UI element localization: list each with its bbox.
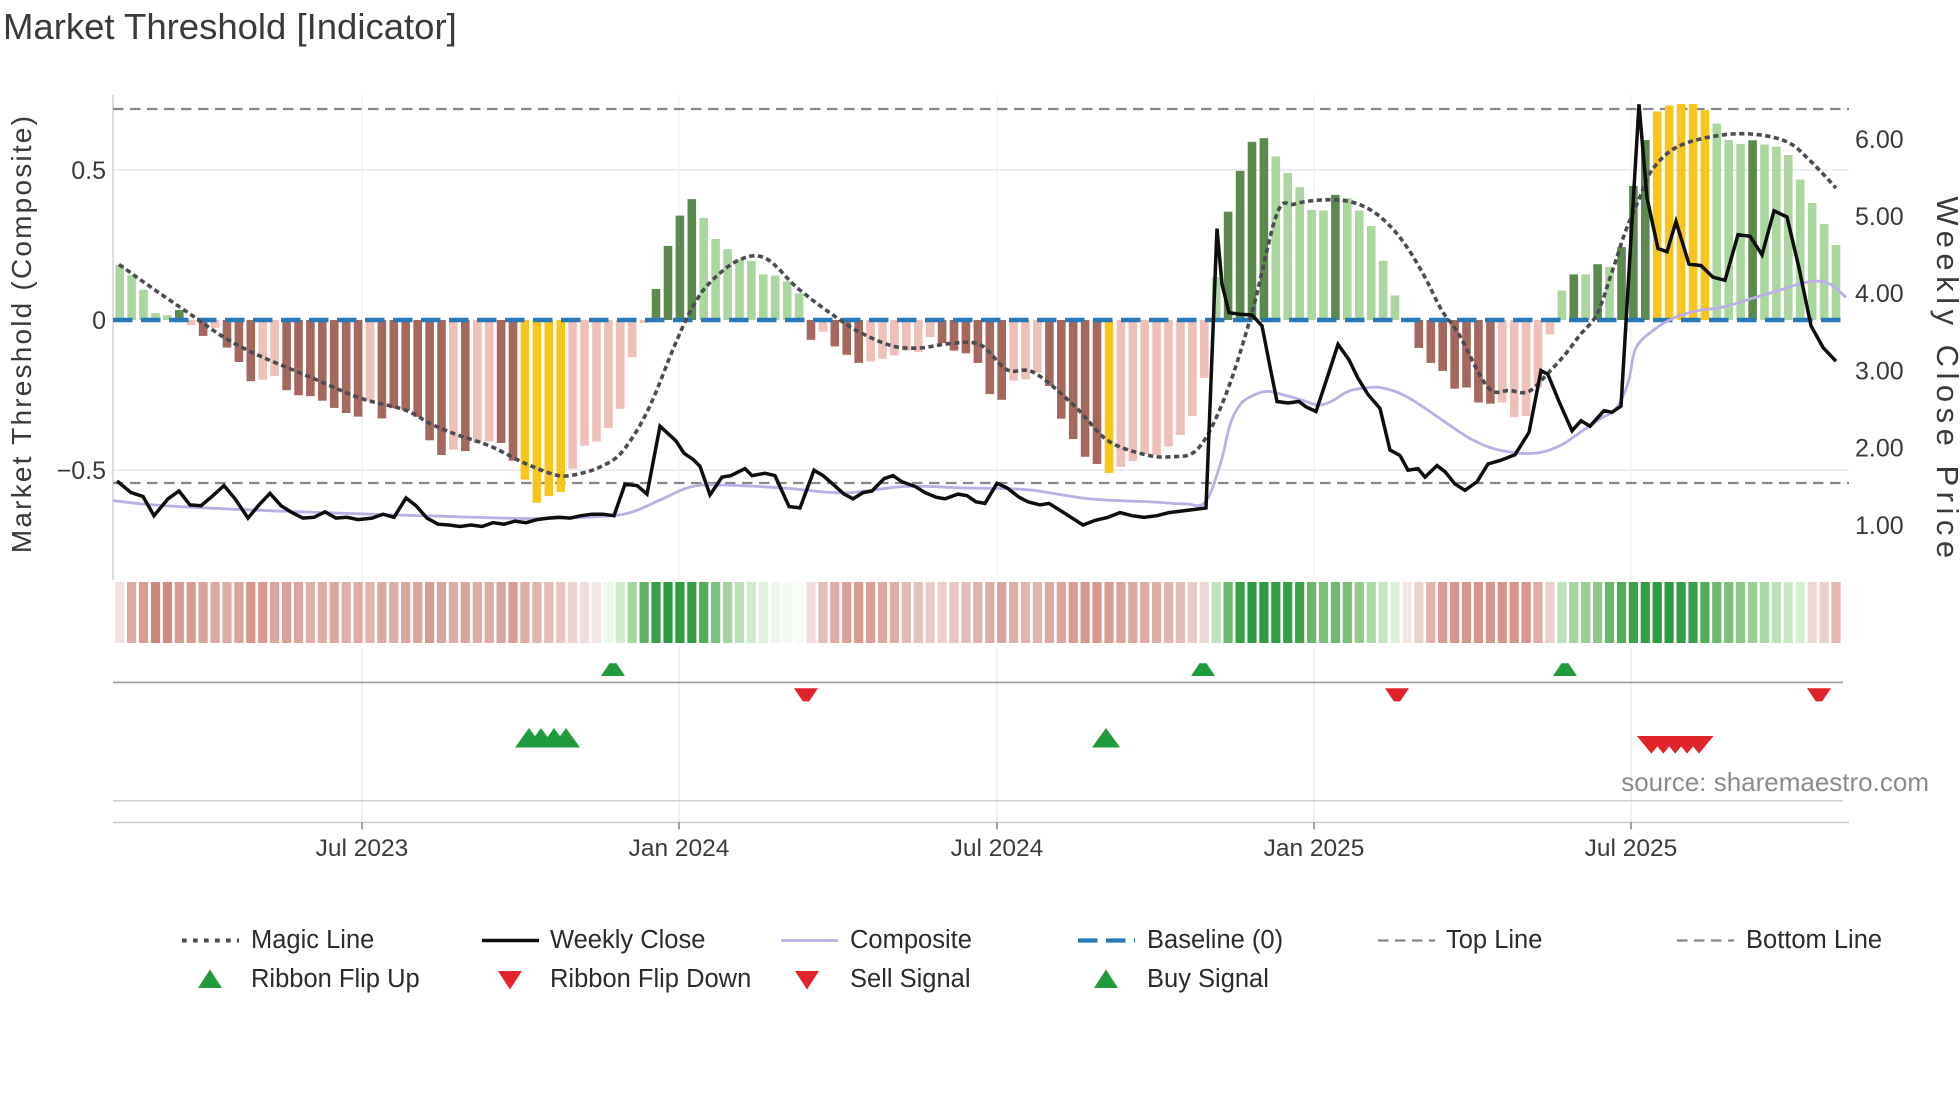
svg-text:Market Threshold (Composite): Market Threshold (Composite): [6, 114, 37, 553]
svg-text:1.00: 1.00: [1855, 512, 1904, 540]
svg-text:Bottom Line: Bottom Line: [1746, 926, 1882, 954]
svg-text:Weekly Close: Weekly Close: [550, 926, 705, 954]
svg-text:Jan 2025: Jan 2025: [1264, 835, 1365, 862]
svg-text:4.00: 4.00: [1855, 280, 1904, 308]
svg-text:Baseline (0): Baseline (0): [1147, 926, 1283, 954]
svg-text:5.00: 5.00: [1855, 203, 1904, 231]
svg-text:Jul 2024: Jul 2024: [951, 835, 1044, 862]
svg-text:Sell Signal: Sell Signal: [850, 965, 971, 993]
svg-text:2.00: 2.00: [1855, 435, 1904, 463]
svg-text:Jul 2025: Jul 2025: [1585, 835, 1678, 862]
svg-text:Top Line: Top Line: [1446, 926, 1542, 954]
svg-text:3.00: 3.00: [1855, 357, 1904, 385]
svg-text:Jan 2024: Jan 2024: [629, 835, 730, 862]
svg-text:Ribbon Flip Up: Ribbon Flip Up: [251, 965, 420, 993]
svg-text:0.5: 0.5: [71, 157, 106, 185]
svg-text:−0.5: −0.5: [57, 457, 106, 485]
svg-text:source: sharemaestro.com: source: sharemaestro.com: [1621, 767, 1929, 797]
svg-text:Jul 2023: Jul 2023: [316, 835, 409, 862]
svg-text:Buy Signal: Buy Signal: [1147, 965, 1269, 993]
svg-text:Ribbon Flip Down: Ribbon Flip Down: [550, 965, 751, 993]
svg-text:Market Threshold [Indicator]: Market Threshold [Indicator]: [3, 6, 457, 47]
svg-text:6.00: 6.00: [1855, 126, 1904, 154]
svg-text:Weekly Close Price: Weekly Close Price: [1930, 196, 1960, 563]
svg-text:Magic Line: Magic Line: [251, 926, 374, 954]
svg-text:Composite: Composite: [850, 926, 972, 954]
svg-text:0: 0: [92, 307, 106, 335]
